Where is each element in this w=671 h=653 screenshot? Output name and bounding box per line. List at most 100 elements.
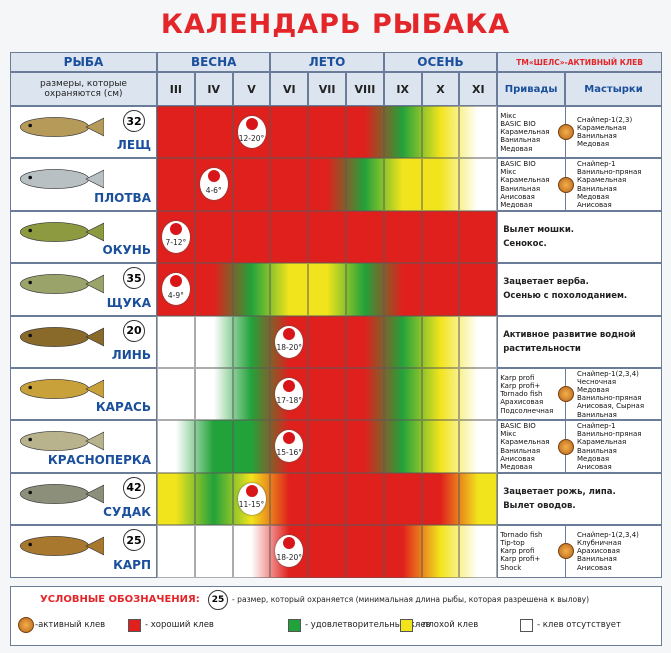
month-cell [270, 368, 309, 421]
fish-picture [19, 483, 104, 504]
bait-cell [497, 106, 662, 159]
month-cell [308, 315, 346, 368]
mastyrka: Клубничная [577, 539, 622, 548]
month-cell [270, 106, 309, 159]
spawn-temp: 11-15° [238, 500, 265, 510]
bait: Карамельная [500, 176, 550, 185]
month-cell [459, 106, 498, 159]
note-line: Зацветает рожь, липа. [503, 486, 616, 497]
month-cell [383, 472, 422, 526]
mastyrka: Арахисовая [577, 547, 620, 556]
note-line: Зацветает верба. [503, 277, 589, 288]
fish-name: КРАСНОПЕРКА [47, 452, 151, 467]
bait: Арахисовая [500, 398, 544, 407]
mastyrka: Анисовая [577, 563, 612, 572]
month-cell [232, 420, 271, 473]
mastyrka: Ванильно-пряная [577, 394, 642, 403]
spawn-temp: 12-20° [238, 133, 265, 143]
month-cell [459, 210, 498, 264]
month-cell [232, 158, 271, 211]
bait-cell [497, 472, 662, 526]
month-cell [383, 368, 422, 421]
bait: Медовая [500, 144, 533, 153]
fish-picture [19, 221, 104, 242]
month-cell [308, 368, 346, 421]
month-cell [383, 525, 422, 578]
mastyrka: Чесночная [577, 377, 617, 386]
month-cell [194, 525, 233, 578]
bait: Медовая [500, 201, 533, 209]
month-cell [346, 368, 384, 421]
mastyrka: Ванильно-пряная [577, 168, 642, 177]
month-cell [308, 420, 346, 473]
note: Зацветает рожь, липа. Вылет оводов. [503, 473, 658, 525]
month-cell [421, 420, 460, 473]
spawn-dot [169, 275, 182, 288]
bait: Tornado fish [500, 530, 543, 539]
mastyrka: Медовая [577, 454, 610, 463]
month-cell [194, 263, 233, 316]
spawn-dot [245, 118, 258, 130]
bite-band [157, 106, 498, 159]
mastyrka: Карамельная [577, 176, 627, 185]
bite-band [157, 368, 498, 421]
month-cell [346, 420, 384, 473]
size-circle: 20 [123, 319, 145, 342]
bait: Karp profi [500, 373, 535, 382]
fish-name: КАРАСЬ [95, 400, 151, 415]
bait-list: Karp profi Karp profi+ Tornado fish Арахисо… [500, 370, 563, 418]
fish-picture [19, 431, 104, 452]
fish-picture [19, 169, 104, 190]
note-line: Вылет оводов. [503, 500, 576, 511]
mastyrka: Ванильная [577, 446, 617, 455]
month-cell [308, 158, 346, 211]
month-header: VI [270, 72, 309, 106]
month-cell [383, 106, 422, 159]
spawn-dot [207, 170, 220, 183]
spawn-temp: 15-16° [276, 447, 303, 457]
spawn-dot [283, 380, 296, 392]
mastyrka: Медовая [577, 386, 610, 394]
mastyrka: Снайпер-1(2,3,4) [577, 530, 639, 539]
bait-cell [497, 158, 662, 211]
month-cell [270, 420, 309, 473]
spawn-dot [283, 432, 296, 445]
month-cell [346, 106, 384, 159]
month-cell [308, 472, 346, 526]
mastyrka: Карамельная [577, 123, 627, 132]
month-cell [383, 158, 422, 211]
month-cell [459, 315, 498, 368]
month-cell [459, 368, 498, 421]
month-cell [308, 525, 346, 578]
month-cell [459, 263, 498, 316]
mastyrka: Анисовая [577, 201, 612, 209]
brand-header: ТМ«ШЕЛС»-АКТИВНЫЙ КЛЕВ [497, 52, 662, 72]
season-header: ЛЕТО [270, 52, 384, 72]
legend-label: - удовлетворительный клев [305, 620, 431, 630]
bait: Shock [500, 563, 522, 572]
note: Зацветает верба. Осенью с похолоданием. [503, 263, 658, 315]
mastyrka-list: Снайпер-1(2,3,4) Клубничная Арахисовая Вани… [577, 527, 660, 575]
month-cell [194, 315, 233, 368]
bait-cell [497, 210, 662, 264]
month-cell [459, 158, 498, 211]
size-circle: 35 [123, 267, 145, 290]
bait: Karp profi+ [500, 381, 541, 390]
bait: Karp profi+ [500, 555, 541, 564]
month-cell [346, 210, 384, 264]
month-cell [232, 106, 271, 159]
fish-picture [19, 379, 104, 399]
month-cell [194, 158, 233, 211]
month-cell [383, 420, 422, 473]
bait: Ванильная [500, 136, 541, 145]
month-cell [157, 525, 195, 578]
active-icon [18, 617, 34, 633]
month-header: III [157, 72, 195, 106]
month-cell [157, 420, 195, 473]
fish-header: РЫБА [10, 52, 157, 72]
month-cell [270, 525, 309, 578]
month-cell [157, 315, 195, 368]
bait: Анисовая [500, 192, 535, 201]
fish-name: ЛЕЩ [116, 138, 151, 153]
